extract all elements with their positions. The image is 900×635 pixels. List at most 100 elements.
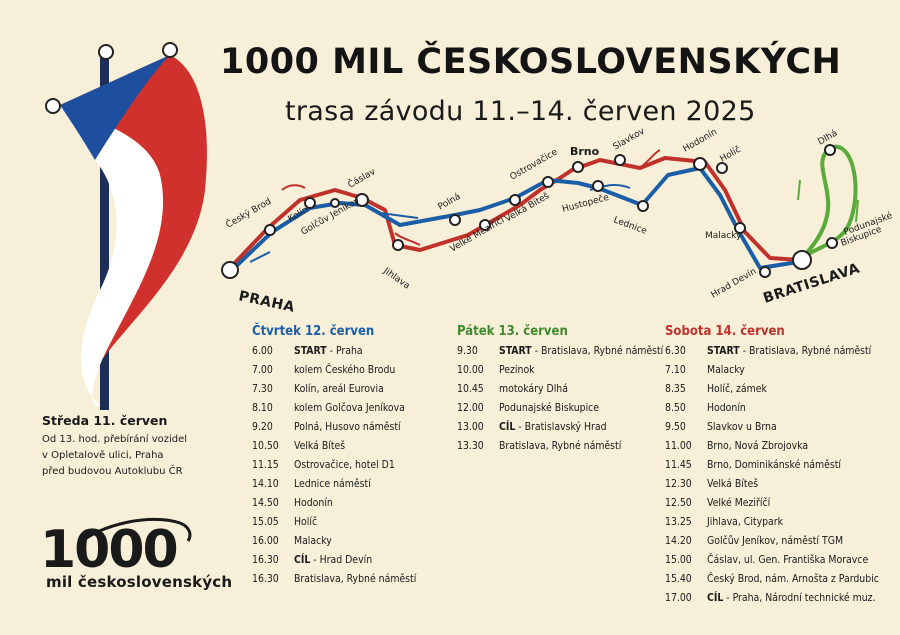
schedule-time: 10.50 bbox=[252, 440, 279, 452]
schedule-text: Holíč bbox=[294, 516, 318, 528]
schedule-time: 7.10 bbox=[665, 364, 686, 376]
schedule-time: 14.20 bbox=[665, 535, 692, 547]
schedule-text: Bratislava, Rybné náměstí bbox=[499, 440, 622, 452]
schedule-text: kolem Českého Brodu bbox=[294, 364, 396, 376]
schedule-place: CÍL - Praha, Národní technické muz. bbox=[707, 589, 876, 608]
schedule-place: Pezinok bbox=[499, 361, 535, 380]
schedule-place: Malacky bbox=[707, 361, 745, 380]
schedule-row: 14.10 Lednice náměstí bbox=[252, 475, 416, 494]
node-holic bbox=[716, 162, 728, 174]
schedule-time: 9.20 bbox=[252, 421, 273, 433]
schedule-place: kolem Českého Brodu bbox=[294, 361, 395, 380]
flag-white-stripe bbox=[60, 105, 163, 407]
schedule-text: Brno, Dominikánské náměstí bbox=[707, 459, 841, 471]
schedule-place: Velké Meziříčí bbox=[707, 494, 770, 513]
route-map: PRAHA Český Brod Kolín Čáslav Golčův Jen… bbox=[221, 126, 894, 316]
schedule-row: 6.00 START - Praha bbox=[252, 342, 416, 361]
schedule-text: - Praha bbox=[326, 345, 363, 357]
label-hrad-devin: Hrad Devín bbox=[710, 267, 759, 301]
node-slavkov bbox=[614, 154, 626, 166]
schedule-place: motokáry Dlhá bbox=[499, 380, 568, 399]
schedule-row: 16.30 CÍL - Hrad Devín bbox=[252, 551, 416, 570]
schedule-time: 8.10 bbox=[252, 402, 273, 414]
flag-red-stripe bbox=[60, 55, 207, 360]
schedule-row: 8.50 Hodonín bbox=[665, 399, 879, 418]
schedule-place: Bratislava, Rybné náměstí bbox=[499, 437, 621, 456]
schedule-text: Velké Meziříčí bbox=[707, 497, 771, 509]
thursday-heading: Čtvrtek 12. červen bbox=[252, 324, 375, 339]
schedule-text: Velká Bíteš bbox=[707, 478, 759, 490]
schedule-row: 8.10 kolem Golčova Jeníkova bbox=[252, 399, 416, 418]
schedule-text: Brno, Nová Zbrojovka bbox=[707, 440, 809, 452]
schedule-text: - Bratislavský Hrad bbox=[515, 421, 607, 433]
schedule-time: 13.00 bbox=[457, 421, 484, 433]
node-caslav bbox=[355, 193, 369, 207]
arrow-icon bbox=[639, 149, 661, 169]
schedule-row: 13.30 Bratislava, Rybné náměstí bbox=[457, 437, 663, 456]
schedule-row: 9.20 Polná, Husovo náměstí bbox=[252, 418, 416, 437]
wednesday-heading: Středa 11. červen bbox=[42, 413, 168, 428]
schedule-text: Čáslav, ul. Gen. Františka Moravce bbox=[707, 554, 869, 566]
flag-ring-top bbox=[98, 44, 114, 60]
schedule-text: Hodonín bbox=[707, 402, 746, 414]
schedule-text: Malacky bbox=[294, 535, 332, 547]
label-lednice: Lednice bbox=[612, 215, 649, 236]
node-malacky bbox=[734, 222, 746, 234]
schedule-time: 11.45 bbox=[665, 459, 692, 471]
schedule-place: Brno, Nová Zbrojovka bbox=[707, 437, 808, 456]
schedule-place: Jihlava, Citypark bbox=[707, 513, 783, 532]
label-ostrovacice: Ostrovačice bbox=[508, 146, 560, 182]
schedule-text: Bratislava, Rybné náměstí bbox=[294, 573, 417, 585]
schedule-text: Český Brod, nám. Arnošta z Pardubic bbox=[707, 573, 879, 585]
label-jihlava: Jihlava bbox=[380, 266, 411, 292]
node-kolin bbox=[304, 197, 316, 209]
schedule-text: Ostrovačice, hotel D1 bbox=[294, 459, 395, 471]
schedule-place: Podunajské Biskupice bbox=[499, 399, 599, 418]
label-bratislava: BRATISLAVA bbox=[761, 261, 862, 307]
schedule-row: 8.35 Holíč, zámek bbox=[665, 380, 879, 399]
schedule-row: 9.50 Slavkov u Brna bbox=[665, 418, 879, 437]
node-velke-mezirici bbox=[479, 219, 491, 231]
schedule-text: Malacky bbox=[707, 364, 745, 376]
label-brno: Brno bbox=[570, 145, 600, 158]
schedule-time: 10.45 bbox=[457, 383, 484, 395]
node-hrad-devin bbox=[759, 266, 771, 278]
schedule-row: 11.45 Brno, Dominikánské náměstí bbox=[665, 456, 879, 475]
wednesday-line: Od 13. hod. přebírání vozidel bbox=[42, 434, 188, 445]
label-slavkov: Slavkov bbox=[612, 126, 648, 152]
label-polna: Polná bbox=[437, 192, 463, 213]
schedule-place: CÍL - Bratislavský Hrad bbox=[499, 418, 607, 437]
schedule-wednesday: Středa 11. červen Od 13. hod. přebírání … bbox=[42, 413, 222, 480]
schedule-place: Polná, Husovo náměstí bbox=[294, 418, 401, 437]
schedule-time: 12.50 bbox=[665, 497, 692, 509]
flag-blue-triangle bbox=[60, 55, 170, 160]
schedule-place: Lednice náměstí bbox=[294, 475, 371, 494]
schedule-text: Slavkov u Brna bbox=[707, 421, 777, 433]
schedule-row: 12.30 Velká Bíteš bbox=[665, 475, 879, 494]
schedule-text: motokáry Dlhá bbox=[499, 383, 568, 395]
label-caslav: Čáslav bbox=[346, 165, 378, 191]
schedule-row: 15.05 Holíč bbox=[252, 513, 416, 532]
schedule-place: Ostrovačice, hotel D1 bbox=[294, 456, 395, 475]
node-cesky-brod bbox=[264, 224, 276, 236]
route-red bbox=[228, 156, 802, 270]
schedule-text: - Hrad Devín bbox=[310, 554, 373, 566]
schedule-place: Holíč bbox=[294, 513, 317, 532]
schedule-place: START - Bratislava, Rybné náměstí bbox=[707, 342, 871, 361]
schedule-place: Hodonín bbox=[294, 494, 333, 513]
page-title: 1000 MIL ČESKOSLOVENSKÝCH bbox=[220, 42, 842, 82]
label-cesky-brod: Český Brod bbox=[224, 195, 274, 231]
schedule-time: 7.30 bbox=[252, 383, 273, 395]
schedule-time: 15.40 bbox=[665, 573, 692, 585]
schedule-time: 11.00 bbox=[665, 440, 692, 452]
node-golcuv bbox=[330, 198, 340, 208]
schedule-row: 14.20 Golčův Jeníkov, náměstí TGM bbox=[665, 532, 879, 551]
schedule-row: 17.00 CÍL - Praha, Národní technické muz. bbox=[665, 589, 879, 608]
node-hustopece bbox=[592, 180, 604, 192]
schedule-row: 7.30 Kolín, areál Eurovia bbox=[252, 380, 416, 399]
schedule-marker: START bbox=[499, 345, 532, 357]
arrow-icon bbox=[379, 212, 419, 219]
label-velka-bites: Velká Bíteš bbox=[503, 190, 552, 224]
label-praha: PRAHA bbox=[237, 288, 296, 315]
wednesday-line: před budovou Autoklubu ČR bbox=[42, 466, 183, 477]
